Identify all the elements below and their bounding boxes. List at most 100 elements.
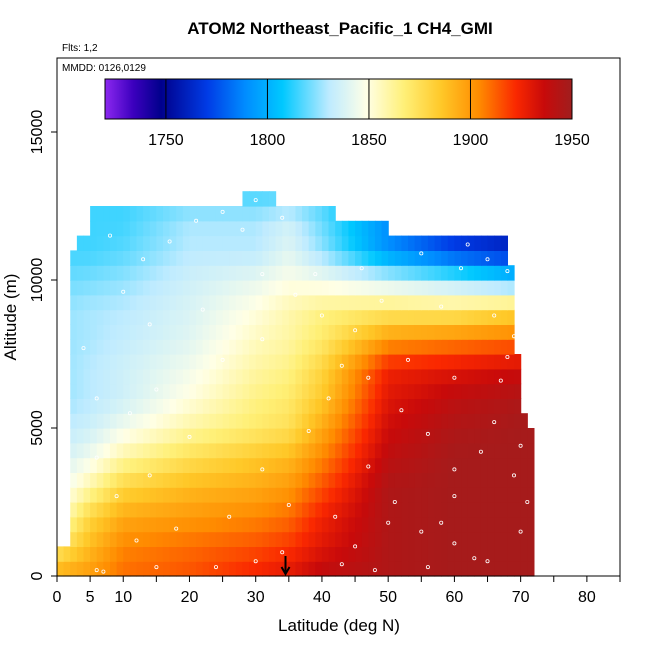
heatmap-cell (215, 235, 224, 251)
heatmap-cell (355, 339, 363, 355)
heatmap-cell (262, 280, 270, 296)
heatmap-cell (90, 413, 98, 429)
heatmap-cell (275, 502, 283, 518)
heatmap-cell (335, 428, 343, 444)
heatmap-cell (308, 531, 316, 547)
heatmap-cell (441, 442, 449, 459)
heatmap-cell (129, 383, 138, 399)
observation-point (147, 473, 152, 478)
heatmap-cell (116, 309, 124, 325)
heatmap-cell (242, 354, 250, 370)
heatmap-cell (302, 531, 310, 547)
heatmap-cell (143, 457, 151, 473)
heatmap-cell (335, 280, 343, 296)
observation-point (458, 266, 463, 271)
heatmap-cell (76, 561, 85, 577)
heatmap-cell (328, 280, 336, 296)
heatmap-cell (355, 472, 363, 488)
heatmap-cell (308, 235, 316, 251)
heatmap-cell (374, 250, 383, 266)
heatmap-cell (288, 546, 297, 562)
heatmap-cell (500, 398, 508, 414)
heatmap-cell (335, 516, 343, 533)
heatmap-cell (401, 368, 409, 385)
heatmap-cell (235, 280, 244, 296)
heatmap-cell (129, 235, 138, 251)
heatmap-cell (116, 428, 124, 444)
heatmap-cell (262, 206, 270, 222)
heatmap-cell (262, 457, 270, 473)
heatmap-cell (129, 413, 138, 429)
observation-point (518, 529, 523, 534)
heatmap-cell (500, 561, 508, 577)
heatmap-cell (235, 354, 244, 370)
heatmap-cell (215, 472, 224, 488)
heatmap-cell (116, 280, 124, 296)
heatmap-cell (182, 516, 191, 533)
heatmap-cell (361, 413, 369, 429)
heatmap-cell (202, 442, 210, 459)
observation-point (353, 544, 358, 549)
heatmap-cell (235, 546, 244, 562)
heatmap-cell (116, 354, 124, 370)
heatmap-cell (487, 487, 495, 503)
heatmap-cell (500, 250, 508, 266)
heatmap-cell (374, 457, 383, 473)
heatmap-cell (235, 250, 244, 266)
heatmap-cell (222, 280, 230, 296)
heatmap-cell (388, 546, 396, 562)
heatmap-cell (341, 324, 350, 340)
observation-point (439, 520, 444, 525)
heatmap-cell (268, 206, 277, 222)
heatmap-cell (229, 428, 237, 444)
heatmap-cell (421, 398, 429, 414)
observation-point (419, 529, 424, 534)
observation-point (227, 514, 232, 519)
heatmap-cell (182, 265, 191, 281)
heatmap-cell (182, 546, 191, 562)
heatmap-cell (315, 309, 323, 325)
heatmap-cell (242, 531, 250, 547)
heatmap-cell (414, 294, 422, 311)
heatmap-cell (249, 309, 257, 325)
heatmap-cell (162, 339, 171, 355)
heatmap-cell (90, 235, 98, 251)
heatmap-cell (461, 368, 469, 385)
heatmap-cell (76, 324, 85, 340)
heatmap-cell (302, 235, 310, 251)
heatmap-cell (527, 516, 535, 533)
heatmap-cell (461, 442, 469, 459)
heatmap-cell (494, 472, 502, 488)
heatmap-cell (467, 383, 475, 399)
heatmap-cell (215, 250, 224, 266)
observation-point (505, 354, 510, 359)
heatmap-cell (461, 280, 469, 296)
heatmap-cell (427, 413, 436, 429)
heatmap-cell (434, 472, 442, 488)
heatmap-cell (196, 383, 204, 399)
heatmap-cell (275, 280, 283, 296)
heatmap-cell (441, 265, 449, 281)
heatmap-cell (520, 442, 528, 459)
observation-point (286, 502, 291, 507)
heatmap-cell (169, 309, 177, 325)
chart-title: ATOM2 Northeast_Pacific_1 CH4_GMI (187, 19, 492, 38)
heatmap-cell (255, 339, 263, 355)
heatmap-cell (454, 546, 462, 562)
colorbar-rect (104, 78, 573, 120)
heatmap-cell (103, 413, 111, 429)
heatmap-cell (182, 250, 191, 266)
heatmap-cell (268, 472, 277, 488)
heatmap-cell (427, 428, 436, 444)
heatmap-cell (229, 531, 237, 547)
heatmap-cell (321, 487, 330, 503)
heatmap-cell (275, 442, 283, 459)
heatmap-cell (156, 472, 164, 488)
heatmap-cell (328, 265, 336, 281)
heatmap-cell (235, 324, 244, 340)
heatmap-cell (109, 502, 118, 518)
heatmap-cell (282, 398, 290, 414)
heatmap-cell (500, 531, 508, 547)
heatmap-cell (507, 413, 515, 429)
heatmap-cell (255, 457, 263, 473)
